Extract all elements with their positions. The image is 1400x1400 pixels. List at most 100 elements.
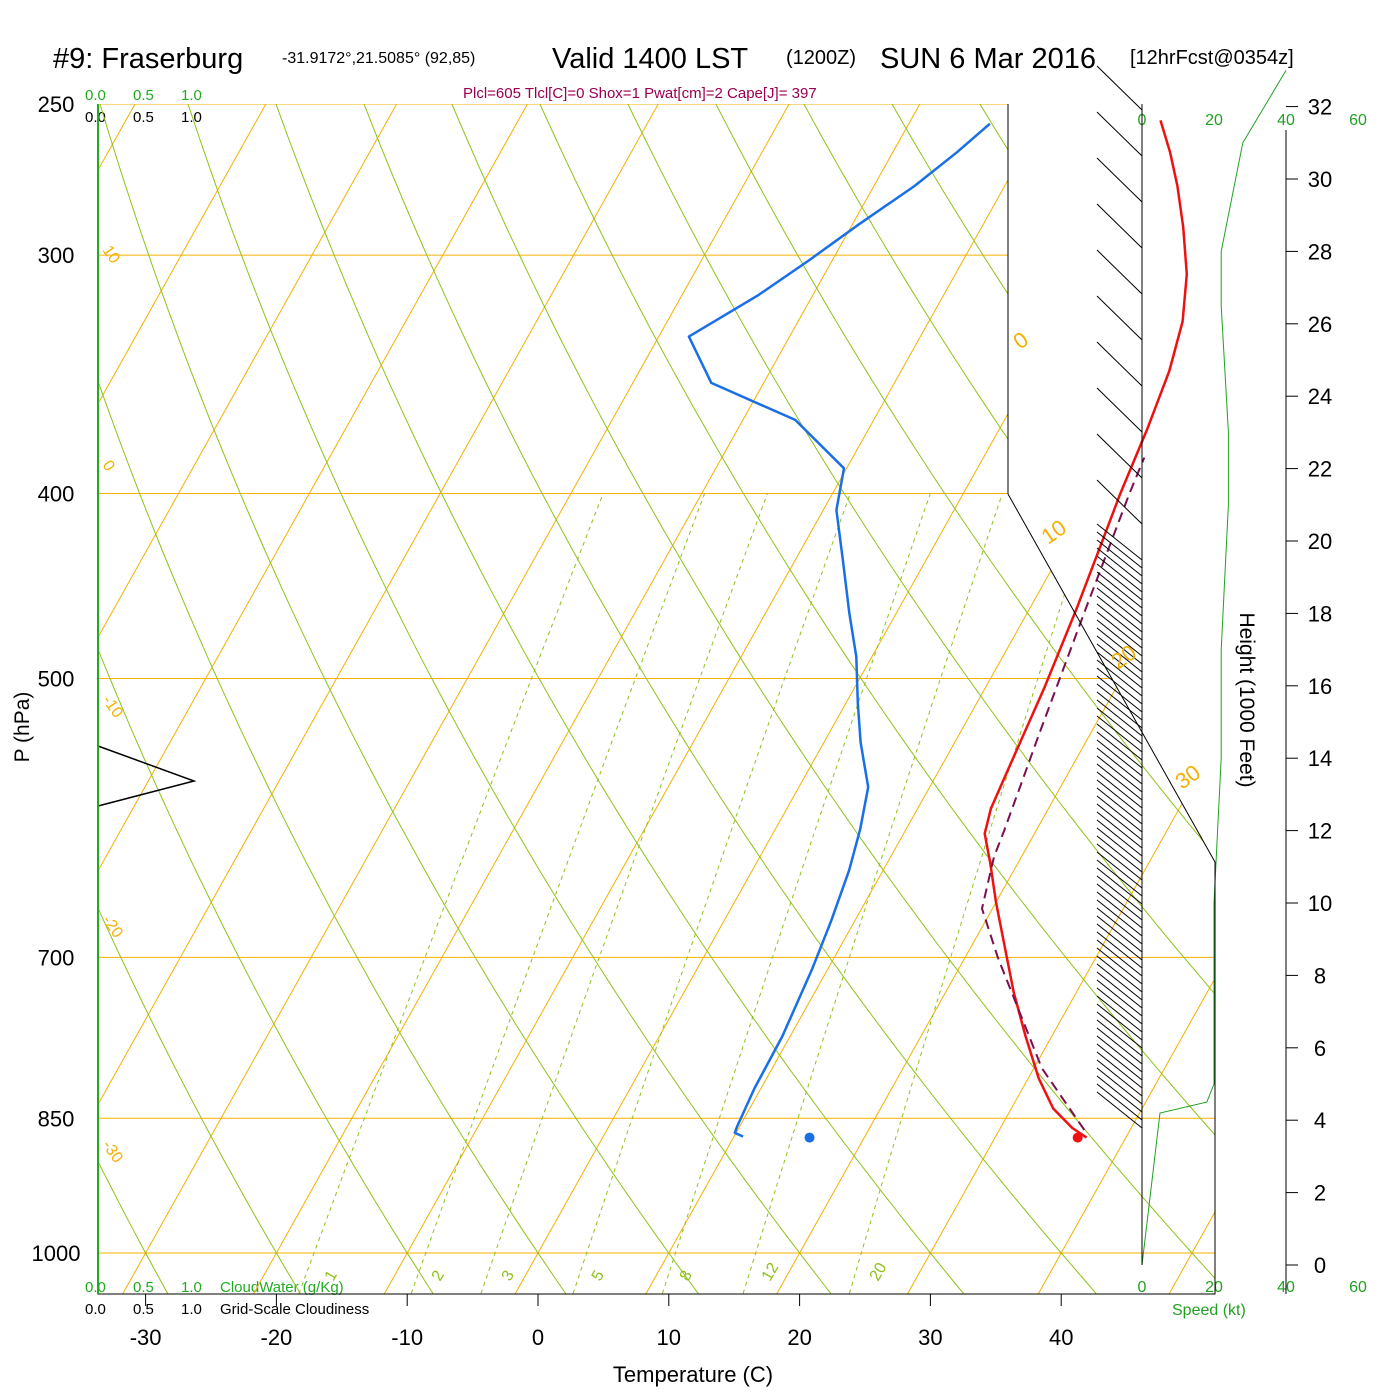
wind-barb [1096, 931, 1143, 969]
wind-barb [1096, 715, 1143, 753]
wind-barb [1096, 675, 1143, 713]
dry-adiabat [524, 104, 1215, 1294]
wind-barb [1096, 547, 1143, 585]
wind-barb [1096, 955, 1143, 993]
valid-time: Valid 1400 LST [552, 43, 748, 75]
x-axis-label: Temperature (C) [613, 1362, 773, 1387]
mixing-ratio-line [742, 493, 1003, 1294]
dry-adiabat [350, 104, 1097, 1294]
isotherm-line [1168, 104, 1215, 1294]
speed-tick-top: 60 [1349, 112, 1367, 129]
dry-adiabat [98, 104, 169, 1294]
pressure-tick-label: 850 [38, 1106, 75, 1131]
height-tick-label: 30 [1308, 167, 1332, 192]
wind-barb [1096, 203, 1143, 249]
wind-barb [1096, 1003, 1143, 1041]
height-axis-label: Height (1000 Feet) [1235, 612, 1258, 787]
pressure-tick-label: 1000 [32, 1241, 81, 1266]
cloudiness-label: Grid-Scale Cloudiness [220, 1301, 369, 1318]
wind-barb [1096, 635, 1143, 673]
wind-barb [1096, 747, 1143, 785]
wind-barb [1096, 763, 1143, 801]
wind-barb [1096, 249, 1143, 295]
height-tick-label: 12 [1308, 819, 1332, 844]
wind-barb [1096, 1091, 1143, 1129]
wind-barb [1096, 883, 1143, 921]
dry-adiabat [437, 104, 1215, 1294]
wind-barb [1096, 731, 1143, 769]
adiabat-label: 20 [1107, 640, 1141, 675]
wind-barb [1096, 787, 1143, 825]
isotherm-line [514, 104, 1207, 1294]
wind-barb [1096, 651, 1143, 689]
speed-axis-label: Speed (kt) [1172, 1302, 1246, 1319]
wind-barb [1096, 643, 1143, 681]
x-tick-label: -10 [391, 1325, 423, 1350]
wind-barb [1096, 341, 1143, 387]
mixing-ratio-line [410, 493, 706, 1294]
surface-dewpoint-dot [804, 1132, 815, 1143]
dry-adiabat [176, 104, 832, 1294]
wind-barb [1096, 963, 1143, 1001]
mixing-ratio-line [572, 493, 851, 1294]
stability-indices: Plcl=605 Tlcl[C]=0 Shox=1 Pwat[cm]=2 Cap… [463, 85, 817, 102]
x-tick-label: -30 [130, 1325, 162, 1350]
wind-barb [1096, 771, 1143, 809]
cloudiness-tick-top: 0.5 [133, 109, 154, 126]
pressure-tick-label: 700 [38, 945, 75, 970]
height-tick-label: 14 [1308, 746, 1332, 771]
mixing-ratio-line [661, 493, 931, 1294]
pressure-tick-label: 250 [38, 92, 75, 117]
speed-tick-top: 20 [1205, 112, 1223, 129]
dry-adiabat [611, 104, 1215, 1294]
cloudwater-label: CloudWater (g/Kg) [220, 1279, 344, 1296]
mixing-ratio-label: 12 [759, 1260, 783, 1284]
isotherm-line [98, 104, 422, 1294]
wind-barb [1096, 987, 1143, 1025]
wind-barb [1096, 539, 1143, 577]
wind-barb [1096, 843, 1143, 881]
wind-barb [1096, 699, 1143, 737]
isotherm-line [383, 104, 1076, 1294]
wind-barb [1096, 899, 1143, 937]
wind-barb [1096, 619, 1143, 657]
dewpoint-profile [687, 122, 991, 1138]
mixing-ratio-label: 5 [589, 1268, 608, 1284]
cloudiness-tick-top: 1.0 [181, 109, 202, 126]
isotherm-line [0, 60, 29, 1294]
dry-adiabat [98, 104, 434, 1294]
wind-speed-profile [1141, 70, 1287, 1266]
wind-barb [1096, 157, 1143, 203]
plot-frame [97, 104, 1216, 1295]
wind-barb [1096, 859, 1143, 897]
height-tick-label: 4 [1314, 1108, 1326, 1133]
wind-barb [1096, 691, 1143, 729]
cloudwater-tick-bottom: 0.0 [85, 1279, 106, 1296]
isotherm-label: -30 [99, 1138, 126, 1167]
height-tick-label: 6 [1314, 1036, 1326, 1061]
temperature-profile [983, 120, 1189, 1139]
wind-barb [1096, 667, 1143, 705]
wind-barb [1096, 627, 1143, 665]
wind-barb [1096, 1035, 1143, 1073]
wind-barb [1096, 111, 1143, 157]
mixing-ratio-line [848, 493, 1098, 1294]
cloudiness-tick-bottom: 1.0 [181, 1301, 202, 1318]
height-tick-label: 20 [1308, 529, 1332, 554]
speed-tick-bottom: 0 [1138, 1279, 1147, 1296]
isotherm-label: 10 [99, 243, 123, 267]
utc-time: (1200Z) [786, 47, 856, 69]
wind-barb [1096, 835, 1143, 873]
wind-barb [1096, 295, 1143, 341]
wind-barb [1096, 1059, 1143, 1097]
wind-barb [1096, 1027, 1143, 1065]
wind-barb [1096, 827, 1143, 865]
isotherm-line [1037, 104, 1215, 1294]
valid-date: SUN 6 Mar 2016 [880, 43, 1096, 75]
x-tick-label: 10 [657, 1325, 681, 1350]
pressure-tick-label: 400 [38, 482, 75, 507]
wind-barb [1096, 683, 1143, 721]
speed-tick-bottom: 20 [1205, 1279, 1223, 1296]
height-tick-label: 22 [1308, 457, 1332, 482]
